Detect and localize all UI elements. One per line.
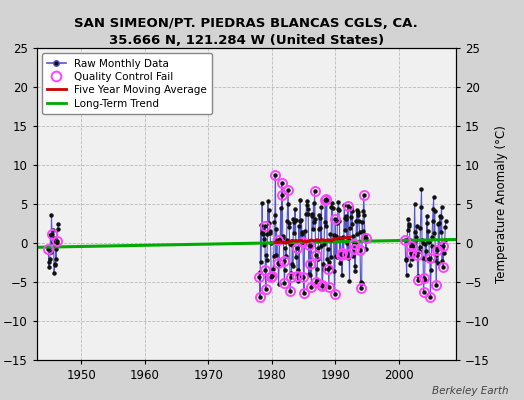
Title: SAN SIMEON/PT. PIEDRAS BLANCAS CGLS, CA.
35.666 N, 121.284 W (United States): SAN SIMEON/PT. PIEDRAS BLANCAS CGLS, CA.… [74, 17, 418, 47]
Y-axis label: Temperature Anomaly (°C): Temperature Anomaly (°C) [495, 125, 508, 283]
Legend: Raw Monthly Data, Quality Control Fail, Five Year Moving Average, Long-Term Tren: Raw Monthly Data, Quality Control Fail, … [42, 53, 212, 114]
Text: Berkeley Earth: Berkeley Earth [432, 386, 508, 396]
